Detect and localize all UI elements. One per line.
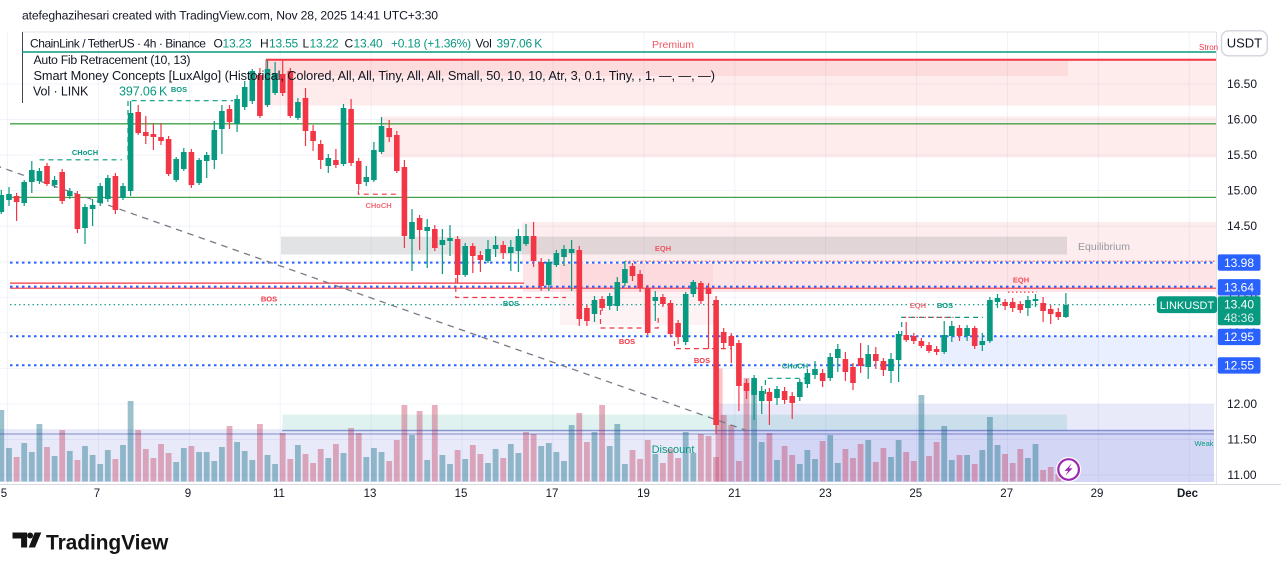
svg-text:Premium: Premium: [652, 39, 694, 51]
svg-text:ChainLink / TetherUS · 4h · Bi: ChainLink / TetherUS · 4h · Binance: [30, 37, 206, 51]
svg-text:BOS: BOS: [261, 295, 277, 304]
svg-text:TradingView: TradingView: [46, 532, 169, 555]
svg-text:CHoCH: CHoCH: [782, 362, 808, 371]
svg-text:H: H: [260, 37, 268, 51]
svg-text:13.23: 13.23: [223, 37, 253, 51]
svg-text:16.50: 16.50: [1227, 77, 1257, 91]
svg-text:Equilibrium: Equilibrium: [1078, 241, 1130, 253]
svg-text:13.64: 13.64: [1224, 281, 1254, 295]
svg-text:+0.18 (+1.36%): +0.18 (+1.36%): [391, 37, 471, 51]
svg-text:12.00: 12.00: [1227, 397, 1257, 411]
svg-text:LINKUSDT: LINKUSDT: [1160, 300, 1215, 312]
svg-text:9: 9: [185, 488, 191, 500]
svg-text:Auto Fib Retracement (10, 13): Auto Fib Retracement (10, 13): [34, 53, 191, 67]
svg-text:12.95: 12.95: [1224, 330, 1254, 344]
svg-text:13.40: 13.40: [1224, 298, 1254, 312]
svg-text:EQH: EQH: [910, 301, 926, 310]
svg-text:Vol · LINK: Vol · LINK: [33, 85, 89, 99]
svg-text:11.00: 11.00: [1227, 468, 1256, 482]
svg-text:16.00: 16.00: [1227, 113, 1257, 127]
svg-text:19: 19: [637, 488, 650, 500]
svg-text:48:36: 48:36: [1224, 311, 1254, 325]
svg-text:15: 15: [455, 488, 468, 500]
svg-text:EQH: EQH: [1013, 276, 1029, 285]
svg-text:7: 7: [94, 488, 100, 500]
svg-text:397.06 K: 397.06 K: [497, 37, 543, 51]
svg-text:CHoCH: CHoCH: [72, 148, 98, 157]
svg-text:13.98: 13.98: [1224, 256, 1254, 270]
svg-text:CHoCH: CHoCH: [365, 201, 391, 210]
svg-text:11: 11: [273, 488, 285, 500]
svg-text:13.40: 13.40: [354, 37, 384, 51]
svg-text:atefeghazihesari created with: atefeghazihesari created with TradingVie…: [22, 8, 438, 22]
svg-text:BOS: BOS: [503, 299, 519, 308]
svg-text:25: 25: [909, 488, 922, 500]
svg-text:Discount: Discount: [652, 444, 695, 456]
svg-text:Weak: Weak: [1194, 439, 1213, 448]
svg-text:BOS: BOS: [937, 301, 953, 310]
svg-text:15.50: 15.50: [1227, 148, 1257, 162]
svg-text:21: 21: [728, 488, 741, 500]
svg-text:17: 17: [546, 488, 559, 500]
svg-text:14.50: 14.50: [1227, 219, 1257, 233]
svg-text:BOS: BOS: [694, 356, 710, 365]
svg-text:13: 13: [364, 488, 377, 500]
svg-text:USDT: USDT: [1227, 36, 1262, 51]
svg-text:397.06 K: 397.06 K: [119, 85, 168, 99]
svg-text:Stron: Stron: [1199, 43, 1218, 52]
svg-text:15.00: 15.00: [1227, 184, 1257, 198]
svg-text:BOS: BOS: [619, 337, 635, 346]
svg-text:EQH: EQH: [655, 244, 671, 253]
svg-text:23: 23: [819, 488, 832, 500]
svg-text:C: C: [345, 37, 354, 51]
svg-text:11.50: 11.50: [1227, 433, 1256, 447]
svg-text:Smart Money Concepts [LuxAlgo]: Smart Money Concepts [LuxAlgo] (Historic…: [34, 68, 715, 83]
svg-text:12.55: 12.55: [1224, 359, 1254, 373]
svg-text:13.22: 13.22: [310, 37, 340, 51]
svg-text:5: 5: [1, 488, 7, 500]
svg-text:29: 29: [1091, 488, 1104, 500]
svg-text:27: 27: [1000, 488, 1013, 500]
svg-text:BOS: BOS: [171, 85, 187, 94]
svg-text:L: L: [303, 37, 310, 51]
svg-text:Vol: Vol: [476, 37, 492, 51]
svg-text:Dec: Dec: [1177, 488, 1199, 500]
svg-text:13.55: 13.55: [269, 37, 299, 51]
svg-text:O: O: [214, 37, 223, 51]
